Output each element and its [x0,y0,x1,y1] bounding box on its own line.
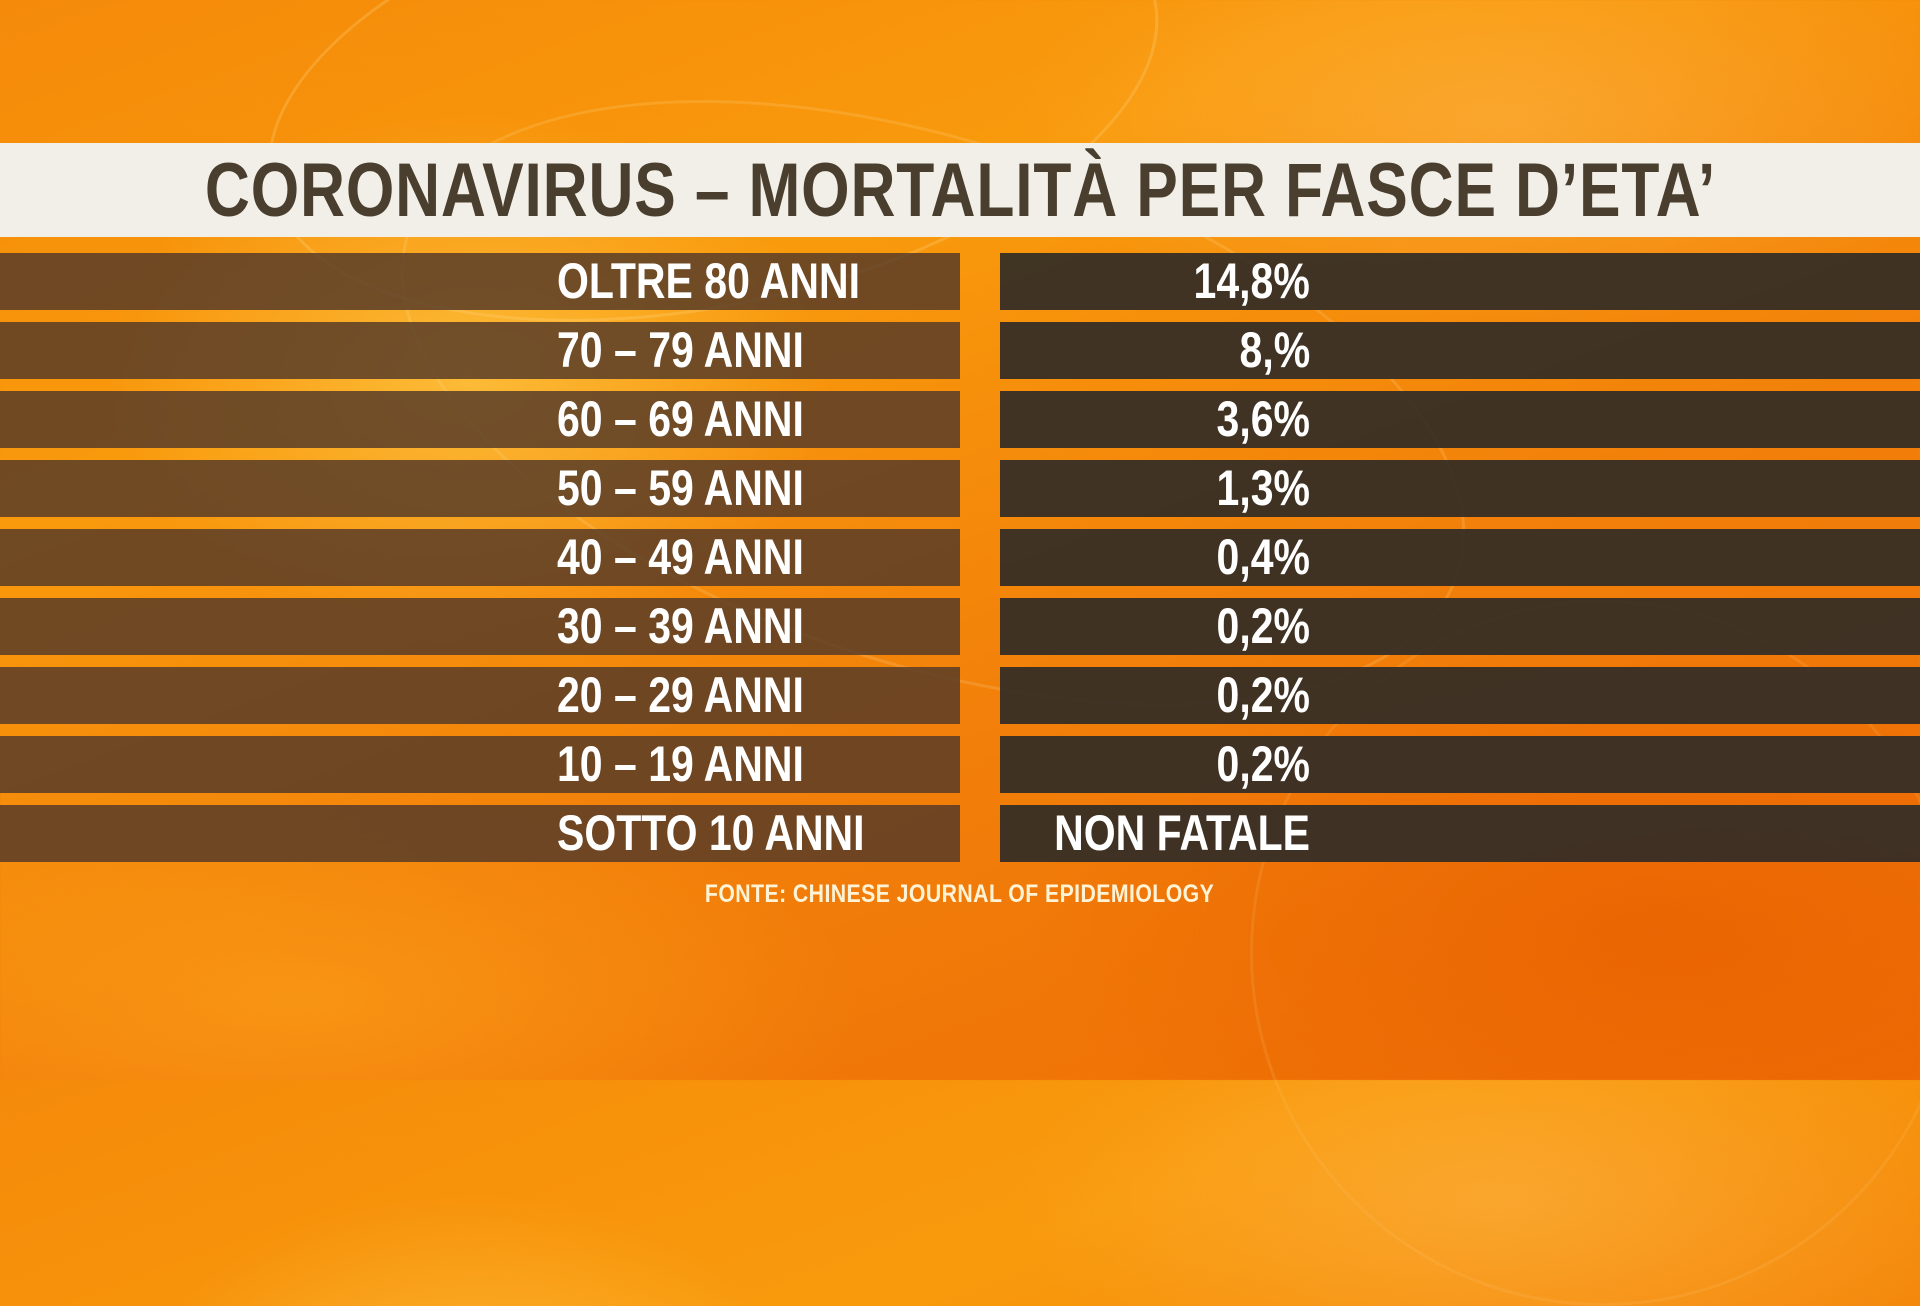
age-group-cell: OLTRE 80 ANNI [0,253,960,310]
table-row: 50 – 59 ANNI 1,3% [0,460,1920,517]
mortality-rate-value: 0,2% [1216,598,1310,654]
mortality-rate-cell: 1,3% [1000,460,1920,517]
title-bar: CORONAVIRUS – MORTALITÀ PER FASCE D’ETA’ [0,143,1920,237]
age-group-cell: 30 – 39 ANNI [0,598,960,655]
mortality-rate-cell: 3,6% [1000,391,1920,448]
age-group-label: 40 – 49 ANNI [557,529,804,585]
age-group-cell: 60 – 69 ANNI [0,391,960,448]
table-row: 60 – 69 ANNI 3,6% [0,391,1920,448]
source-text: FONTE: CHINESE JOURNAL OF EPIDEMIOLOGY [705,880,1215,908]
mortality-rate-value: NON FATALE [1054,805,1310,861]
mortality-rate-cell: 0,2% [1000,667,1920,724]
age-group-cell: 20 – 29 ANNI [0,667,960,724]
age-group-label: 60 – 69 ANNI [557,391,804,447]
mortality-rate-value: 1,3% [1216,460,1310,516]
table-row: 70 – 79 ANNI 8,% [0,322,1920,379]
table-row: 20 – 29 ANNI 0,2% [0,667,1920,724]
mortality-rate-value: 0,2% [1216,667,1310,723]
mortality-rate-value: 8,% [1239,322,1310,378]
age-group-label: 50 – 59 ANNI [557,460,804,516]
age-group-label: 20 – 29 ANNI [557,667,804,723]
age-group-cell: 40 – 49 ANNI [0,529,960,586]
mortality-rate-cell: 8,% [1000,322,1920,379]
table-row: 30 – 39 ANNI 0,2% [0,598,1920,655]
table-row: 40 – 49 ANNI 0,4% [0,529,1920,586]
age-group-cell: SOTTO 10 ANNI [0,805,960,862]
mortality-rate-cell: 14,8% [1000,253,1920,310]
age-group-label: SOTTO 10 ANNI [557,805,865,861]
age-group-cell: 10 – 19 ANNI [0,736,960,793]
age-group-label: OLTRE 80 ANNI [557,253,860,309]
age-group-label: 10 – 19 ANNI [557,736,804,792]
chart-title: CORONAVIRUS – MORTALITÀ PER FASCE D’ETA’ [204,147,1716,233]
mortality-rate-cell: NON FATALE [1000,805,1920,862]
mortality-table: OLTRE 80 ANNI 14,8% 70 – 79 ANNI 8,% 60 – 69… [0,253,1920,874]
mortality-rate-value: 14,8% [1193,253,1310,309]
table-row: 10 – 19 ANNI 0,2% [0,736,1920,793]
age-group-cell: 70 – 79 ANNI [0,322,960,379]
age-group-label: 30 – 39 ANNI [557,598,804,654]
mortality-rate-value: 3,6% [1216,391,1310,447]
age-group-label: 70 – 79 ANNI [557,322,804,378]
mortality-rate-value: 0,2% [1216,736,1310,792]
mortality-rate-cell: 0,2% [1000,736,1920,793]
mortality-rate-value: 0,4% [1216,529,1310,585]
age-group-cell: 50 – 59 ANNI [0,460,960,517]
mortality-rate-cell: 0,4% [1000,529,1920,586]
table-row: SOTTO 10 ANNI NON FATALE [0,805,1920,862]
source-note: FONTE: CHINESE JOURNAL OF EPIDEMIOLOGY [0,880,1920,909]
table-row: OLTRE 80 ANNI 14,8% [0,253,1920,310]
mortality-rate-cell: 0,2% [1000,598,1920,655]
